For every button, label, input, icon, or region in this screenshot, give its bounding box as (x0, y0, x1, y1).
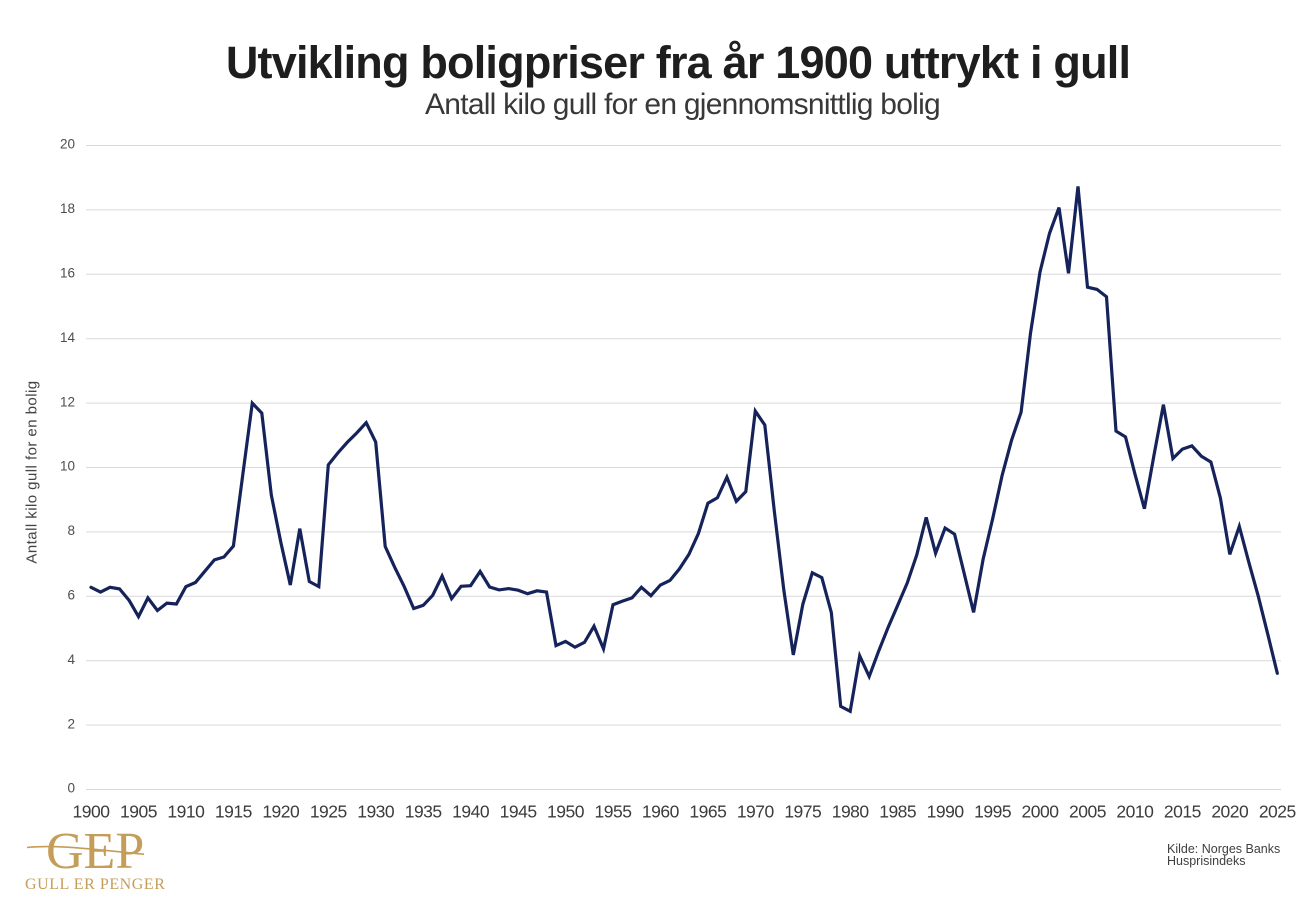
svg-text:1970: 1970 (737, 802, 775, 822)
svg-text:1945: 1945 (500, 802, 537, 822)
svg-text:1990: 1990 (927, 802, 965, 822)
svg-text:10: 10 (60, 459, 75, 474)
svg-text:0: 0 (67, 781, 75, 796)
svg-text:1935: 1935 (405, 802, 442, 822)
svg-text:6: 6 (67, 588, 75, 603)
svg-text:1940: 1940 (452, 802, 490, 822)
svg-text:1960: 1960 (642, 802, 680, 822)
svg-text:1900: 1900 (73, 802, 111, 822)
svg-text:1985: 1985 (879, 802, 916, 822)
svg-text:1930: 1930 (357, 802, 395, 822)
svg-text:18: 18 (60, 201, 75, 216)
svg-text:Antall kilo gull for en bolig: Antall kilo gull for en bolig (24, 380, 41, 563)
svg-text:4: 4 (67, 652, 75, 667)
svg-text:2010: 2010 (1116, 802, 1154, 822)
svg-text:1910: 1910 (167, 802, 205, 822)
svg-text:2015: 2015 (1164, 802, 1201, 822)
svg-text:1915: 1915 (215, 802, 252, 822)
svg-text:20: 20 (60, 137, 75, 152)
svg-text:1955: 1955 (595, 802, 632, 822)
svg-text:1980: 1980 (832, 802, 870, 822)
svg-text:2000: 2000 (1022, 802, 1060, 822)
svg-text:1905: 1905 (120, 802, 157, 822)
svg-text:1995: 1995 (974, 802, 1011, 822)
svg-text:2: 2 (67, 716, 75, 731)
svg-text:16: 16 (60, 266, 75, 281)
svg-text:8: 8 (67, 523, 75, 538)
svg-text:12: 12 (60, 394, 75, 409)
svg-text:1950: 1950 (547, 802, 585, 822)
svg-text:14: 14 (60, 330, 76, 345)
svg-text:2005: 2005 (1069, 802, 1106, 822)
svg-text:1975: 1975 (784, 802, 821, 822)
svg-text:1925: 1925 (310, 802, 347, 822)
svg-text:2025: 2025 (1259, 802, 1296, 822)
svg-text:1965: 1965 (689, 802, 726, 822)
svg-text:2020: 2020 (1211, 802, 1249, 822)
svg-text:1920: 1920 (262, 802, 300, 822)
